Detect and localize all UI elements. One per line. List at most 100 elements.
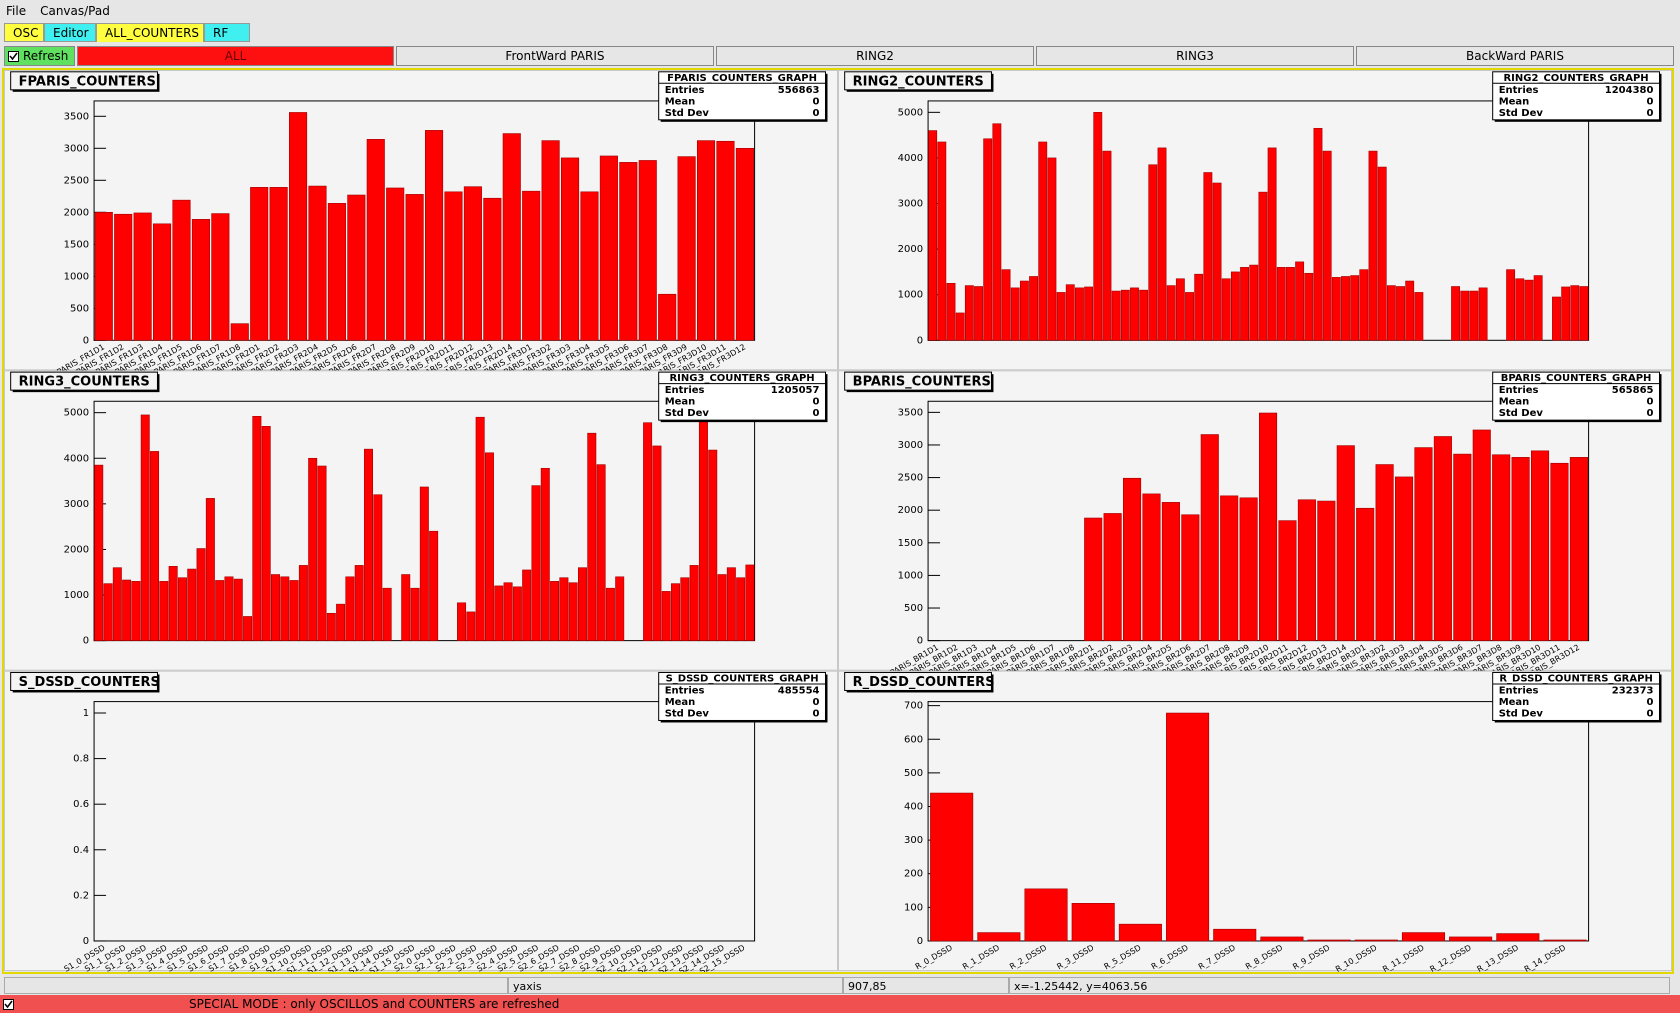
- stats-value: 565865: [1612, 385, 1654, 396]
- bar: [326, 612, 336, 641]
- bar: [1295, 261, 1305, 341]
- y-tick-label: 0.2: [73, 890, 89, 901]
- bar: [196, 548, 206, 641]
- stats-value: 0: [813, 708, 820, 719]
- y-tick-label: 3500: [64, 111, 89, 122]
- bar: [745, 564, 755, 641]
- bar: [1322, 150, 1332, 341]
- bar: [1496, 933, 1540, 942]
- bar: [1543, 939, 1587, 942]
- y-tick-label: 5000: [64, 408, 89, 419]
- bar: [1166, 712, 1210, 942]
- bar: [1350, 275, 1360, 341]
- bar: [1449, 936, 1493, 942]
- bar: [172, 199, 191, 341]
- stats-title: S_DSSD_COUNTERS_GRAPH: [666, 673, 819, 684]
- button[interactable]: RING2: [716, 46, 1034, 66]
- button[interactable]: FrontWard PARIS: [396, 46, 714, 66]
- y-tick-label: 500: [70, 303, 89, 314]
- bar: [1506, 269, 1516, 341]
- bar: [1414, 292, 1424, 341]
- y-tick-label: 2500: [64, 175, 89, 186]
- bar: [1185, 292, 1194, 341]
- tab[interactable]: RF: [204, 23, 250, 42]
- bar: [1047, 157, 1057, 341]
- y-tick-label: 0: [917, 335, 923, 346]
- plot-frame: [93, 701, 756, 942]
- y-tick-label: 1500: [64, 239, 89, 250]
- bar: [1001, 269, 1011, 341]
- button[interactable]: ALL: [77, 46, 394, 66]
- bar: [1354, 939, 1398, 942]
- bar: [1550, 462, 1569, 641]
- stats-value: 0: [813, 108, 820, 119]
- bar: [1142, 493, 1161, 641]
- stats-label: Std Dev: [665, 408, 710, 419]
- bar: [587, 432, 597, 641]
- bar: [317, 465, 327, 641]
- bar: [1019, 280, 1029, 341]
- bar: [484, 452, 494, 641]
- checkbox[interactable]: [3, 998, 14, 1010]
- bar: [643, 422, 653, 641]
- bar: [1260, 936, 1304, 942]
- menu-item[interactable]: File: [6, 4, 27, 18]
- y-tick-label: 0.8: [73, 754, 89, 765]
- bar: [261, 426, 271, 641]
- y-tick-label: 3500: [898, 407, 923, 418]
- bar: [345, 576, 355, 641]
- bar: [382, 587, 392, 641]
- checkbox[interactable]: [8, 50, 19, 62]
- bar: [1286, 267, 1295, 341]
- bar: [735, 147, 754, 341]
- bar: [550, 581, 560, 641]
- bar: [1368, 150, 1378, 341]
- bar: [559, 577, 569, 641]
- bar: [619, 162, 638, 341]
- bar: [233, 578, 243, 641]
- stats-value: 0: [1647, 108, 1654, 119]
- bar: [1212, 182, 1222, 341]
- tab[interactable]: ALL_COUNTERS: [96, 23, 204, 42]
- bar: [1157, 147, 1167, 341]
- y-tick-label: 0: [83, 335, 89, 346]
- bar: [658, 293, 677, 341]
- bar: [937, 141, 947, 341]
- y-tick-label: 1000: [898, 570, 923, 581]
- bar: [252, 416, 262, 641]
- bar: [992, 123, 1002, 341]
- bar: [289, 580, 299, 641]
- y-tick-label: 600: [904, 734, 923, 745]
- bar: [1386, 285, 1396, 341]
- stats-label: Entries: [665, 85, 705, 96]
- tab[interactable]: OSC: [4, 23, 44, 42]
- y-tick-label: 300: [904, 835, 923, 846]
- y-tick-label: 3000: [64, 499, 89, 510]
- plot-frame: [927, 100, 1590, 341]
- stats-label: Mean: [1499, 397, 1530, 408]
- y-tick-label: 700: [904, 701, 923, 712]
- button[interactable]: RING3: [1036, 46, 1354, 66]
- bar: [354, 565, 364, 641]
- menu-item[interactable]: Canvas/Pad: [40, 4, 110, 18]
- bar: [1405, 280, 1415, 341]
- bar: [224, 576, 234, 641]
- title-box: [10, 71, 158, 91]
- bar: [652, 445, 662, 641]
- bar: [1267, 147, 1277, 341]
- bar: [327, 203, 346, 341]
- bar: [531, 485, 541, 641]
- button[interactable]: BackWard PARIS: [1356, 46, 1674, 66]
- bar: [689, 565, 699, 641]
- bar: [708, 449, 718, 641]
- refresh-label: Refresh: [23, 49, 69, 63]
- tab[interactable]: Editor: [44, 23, 96, 42]
- stats-value: 0: [813, 697, 820, 708]
- bar: [386, 187, 405, 341]
- bar: [444, 191, 463, 341]
- bar: [540, 467, 550, 641]
- bar: [578, 567, 587, 641]
- stats-label: Mean: [665, 697, 696, 708]
- refresh-toggle[interactable]: Refresh: [4, 46, 75, 66]
